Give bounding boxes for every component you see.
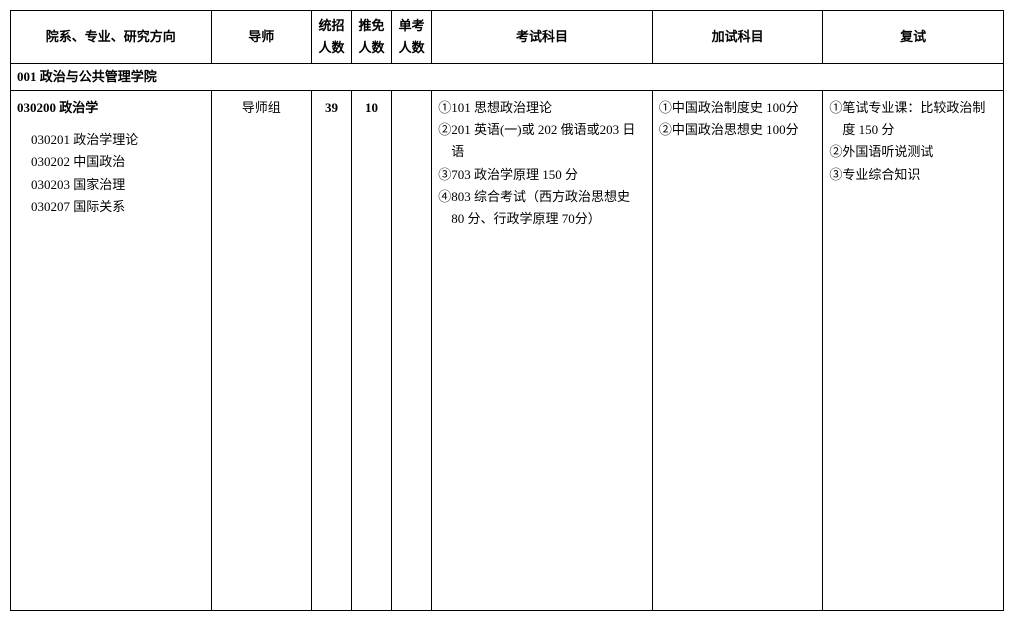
exam-line-4: ④803 综合考试（西方政治思想史 80 分、行政学原理 70分） — [451, 186, 646, 230]
cell-n3 — [392, 91, 432, 611]
extra-line-2: ②中国政治思想史 100分 — [672, 119, 817, 141]
header-n1: 统招人数 — [311, 11, 351, 64]
header-n2: 推免人数 — [352, 11, 392, 64]
cell-n2: 10 — [352, 91, 392, 611]
fushi-line-1: ①笔试专业课：比较政治制度 150 分 — [842, 97, 997, 141]
sub-direction-3: 030203 国家治理 — [17, 174, 205, 196]
sub-direction-4: 030207 国际关系 — [17, 196, 205, 218]
cell-n1: 39 — [311, 91, 351, 611]
sub-direction-2: 030202 中国政治 — [17, 151, 205, 173]
header-exam: 考试科目 — [432, 11, 653, 64]
cell-fushi: ①笔试专业课：比较政治制度 150 分 ②外国语听说测试 ③专业综合知识 — [823, 91, 1004, 611]
admissions-table: 院系、专业、研究方向 导师 统招人数 推免人数 单考人数 考试科目 加试科目 复… — [10, 10, 1004, 611]
section-title: 001 政治与公共管理学院 — [11, 64, 1004, 91]
fushi-line-3: ③专业综合知识 — [829, 164, 997, 186]
cell-dept: 030200 政治学 030201 政治学理论 030202 中国政治 0302… — [11, 91, 212, 611]
exam-line-1: ①101 思想政治理论 — [438, 97, 646, 119]
cell-extra: ①中国政治制度史 100分 ②中国政治思想史 100分 — [652, 91, 823, 611]
data-row: 030200 政治学 030201 政治学理论 030202 中国政治 0302… — [11, 91, 1004, 611]
sub-direction-1: 030201 政治学理论 — [17, 129, 205, 151]
section-row: 001 政治与公共管理学院 — [11, 64, 1004, 91]
fushi-line-2: ②外国语听说测试 — [829, 141, 997, 163]
major-code: 030200 政治学 — [17, 100, 98, 115]
extra-line-1: ①中国政治制度史 100分 — [672, 97, 817, 119]
header-n3: 单考人数 — [392, 11, 432, 64]
exam-line-3: ③703 政治学原理 150 分 — [438, 164, 646, 186]
cell-exam: ①101 思想政治理论 ②201 英语(一)或 202 俄语或203 日语 ③7… — [432, 91, 653, 611]
header-advisor: 导师 — [211, 11, 311, 64]
exam-line-2: ②201 英语(一)或 202 俄语或203 日语 — [451, 119, 646, 163]
header-extra: 加试科目 — [652, 11, 823, 64]
header-row: 院系、专业、研究方向 导师 统招人数 推免人数 单考人数 考试科目 加试科目 复… — [11, 11, 1004, 64]
header-fushi: 复试 — [823, 11, 1004, 64]
header-dept: 院系、专业、研究方向 — [11, 11, 212, 64]
cell-advisor: 导师组 — [211, 91, 311, 611]
